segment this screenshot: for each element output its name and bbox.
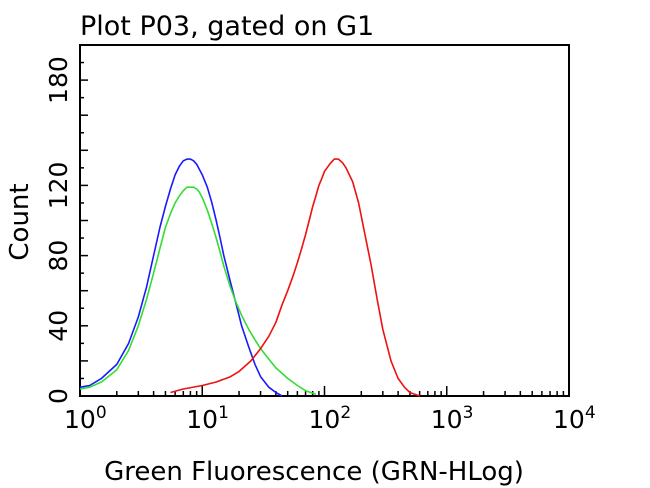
series-lines <box>79 158 420 397</box>
x-tick-base: 10 <box>186 405 218 434</box>
axis-ticks <box>79 44 570 397</box>
x-axis-label: Green Fluorescence (GRN-HLog) <box>104 457 524 487</box>
series-line-blue <box>79 158 283 397</box>
x-tick-base: 10 <box>553 405 585 434</box>
x-tick-label: 100 <box>64 403 107 434</box>
y-tick-label: 40 <box>44 310 73 342</box>
plot-frame <box>79 44 570 397</box>
y-axis-label: Count <box>5 183 35 260</box>
y-tick-label: 80 <box>44 240 73 272</box>
x-tick-base: 10 <box>64 405 96 434</box>
x-tick-exponent: 3 <box>463 403 474 423</box>
series-line-green <box>79 186 317 395</box>
y-tick-label: 120 <box>44 162 73 210</box>
y-tick-label: 0 <box>44 388 73 404</box>
y-tick-labels: 0 40 80 120 180 <box>44 56 73 404</box>
chart-title: Plot P03, gated on G1 <box>80 11 374 42</box>
x-tick-exponent: 0 <box>96 403 107 423</box>
y-tick-label: 180 <box>44 56 73 104</box>
x-tick-label: 101 <box>186 403 229 434</box>
x-tick-exponent: 1 <box>218 403 229 423</box>
x-tick-label: 103 <box>431 403 474 434</box>
x-tick-exponent: 2 <box>340 403 351 423</box>
series-line-red <box>170 158 420 397</box>
x-tick-base: 10 <box>431 405 463 434</box>
x-tick-labels: 100 101 102 103 104 <box>64 403 596 434</box>
x-tick-exponent: 4 <box>585 403 596 423</box>
x-tick-base: 10 <box>309 405 341 434</box>
x-tick-label: 102 <box>309 403 352 434</box>
x-tick-label: 104 <box>553 403 596 434</box>
